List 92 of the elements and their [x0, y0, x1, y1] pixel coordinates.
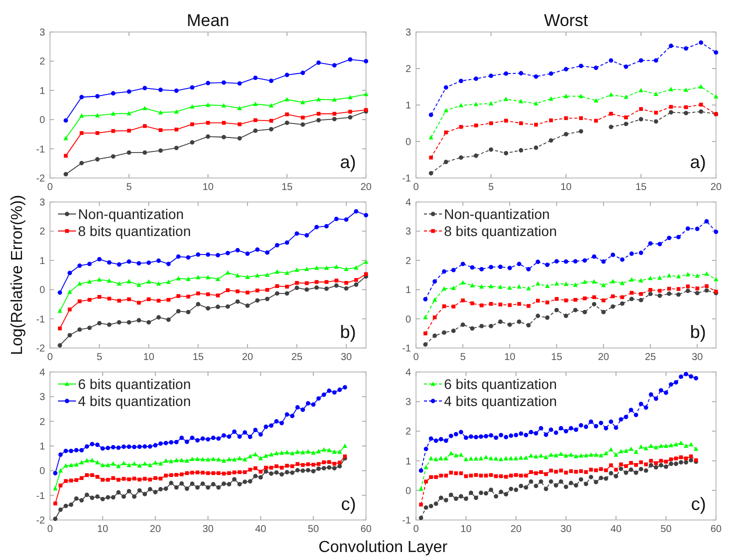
x-tick-label: 40: [610, 524, 622, 535]
x-tick-label: 40: [255, 524, 267, 535]
x-tick-label: 25: [644, 352, 656, 363]
y-tick-label: -2: [36, 516, 46, 526]
x-tick-label: 30: [340, 352, 352, 363]
x-tick-label: 10: [97, 524, 109, 535]
y-tick-label: 2: [39, 56, 46, 68]
annotation: b): [340, 322, 356, 342]
x-tick-label: 50: [308, 524, 320, 535]
y-tick-label: 2: [39, 416, 46, 428]
y-tick-label: 2: [405, 256, 412, 267]
y-tick-label: -1: [402, 174, 412, 184]
y-tick-label: -2: [36, 344, 46, 354]
y-tick-label: 0: [39, 466, 46, 478]
x-tick-label: 5: [488, 182, 494, 193]
legend-label: Non-quantization: [78, 206, 184, 222]
x-tick-label: 20: [360, 182, 372, 193]
y-tick-label: 3: [39, 392, 46, 404]
y-tick-label: 3: [39, 198, 46, 208]
legend-label: 4 bits quantization: [78, 393, 191, 409]
x-tick-label: 20: [510, 524, 522, 535]
y-tick-label: 4: [405, 198, 412, 208]
y-tick-label: -1: [402, 344, 412, 354]
x-tick-label: 0: [47, 182, 54, 193]
x-tick-label: 10: [143, 352, 155, 363]
y-tick-label: 3: [405, 397, 412, 408]
y-tick-label: 2: [405, 64, 412, 75]
legend-label: 6 bits quantization: [444, 376, 557, 392]
y-tick-label: 1: [405, 285, 412, 296]
x-tick-label: 15: [281, 182, 293, 193]
x-tick-label: 5: [126, 182, 132, 193]
legend-label: 8 bits quantization: [444, 223, 557, 239]
x-tick-label: 0: [47, 352, 54, 363]
annotation: a): [690, 152, 706, 172]
legend-label: 6 bits quantization: [78, 376, 191, 392]
chart-title: Mean: [186, 11, 230, 30]
y-tick-label: 3: [405, 28, 412, 38]
x-tick-label: 10: [560, 182, 572, 193]
y-tick-label: 4: [405, 368, 412, 378]
x-tick-label: 0: [413, 182, 420, 193]
x-tick-label: 15: [192, 352, 204, 363]
y-tick-label: 0: [405, 486, 412, 497]
annotation: a): [340, 152, 356, 172]
annotation: b): [690, 322, 706, 342]
x-tick-label: 0: [413, 352, 420, 363]
y-tick-label: -1: [36, 490, 46, 502]
y-tick-label: 1: [405, 100, 412, 112]
y-tick-label: -1: [402, 516, 412, 526]
legend-label: 8 bits quantization: [78, 223, 191, 239]
y-tick-label: 1: [39, 442, 46, 452]
x-tick-label: 5: [460, 352, 466, 363]
legend-label: Non-quantization: [444, 206, 550, 222]
y-tick-label: -2: [36, 174, 46, 184]
y-tick-label: -1: [36, 314, 46, 326]
x-tick-label: 10: [460, 524, 472, 535]
chart-title: Worst: [544, 11, 588, 30]
x-tick-label: 30: [560, 524, 572, 535]
x-tick-label: 20: [598, 352, 610, 363]
y-tick-label: 1: [39, 256, 46, 267]
y-tick-label: 3: [39, 28, 46, 38]
x-tick-label: 0: [413, 524, 420, 535]
y-tick-label: 1: [405, 456, 412, 468]
x-tick-label: 20: [242, 352, 254, 363]
y-tick-label: 0: [39, 285, 46, 296]
y-tick-label: 2: [405, 426, 412, 438]
annotation: c): [691, 494, 706, 514]
y-tick-label: 0: [39, 115, 46, 126]
y-tick-label: 0: [405, 137, 412, 148]
x-tick-label: 15: [551, 352, 563, 363]
x-axis-title: Convolution Layer: [318, 539, 448, 556]
x-tick-label: 15: [635, 182, 647, 193]
y-tick-label: 3: [405, 226, 412, 238]
y-tick-label: 0: [405, 314, 412, 326]
x-tick-label: 25: [291, 352, 303, 363]
x-tick-label: 20: [710, 182, 722, 193]
x-tick-label: 60: [360, 524, 372, 535]
x-tick-label: 60: [710, 524, 722, 535]
legend-label: 4 bits quantization: [444, 393, 557, 409]
y-tick-label: -1: [36, 144, 46, 156]
x-tick-label: 30: [692, 352, 704, 363]
annotation: c): [341, 494, 356, 514]
y-tick-label: 2: [39, 226, 46, 238]
x-tick-label: 10: [202, 182, 214, 193]
y-axis-title: Log(Relative Error(%)): [9, 194, 26, 356]
y-tick-label: 1: [39, 86, 46, 97]
x-tick-label: 0: [47, 524, 54, 535]
x-tick-label: 50: [660, 524, 672, 535]
x-tick-label: 20: [150, 524, 162, 535]
y-tick-label: 4: [39, 368, 46, 378]
x-tick-label: 30: [202, 524, 214, 535]
x-tick-label: 10: [504, 352, 516, 363]
x-tick-label: 5: [96, 352, 103, 363]
